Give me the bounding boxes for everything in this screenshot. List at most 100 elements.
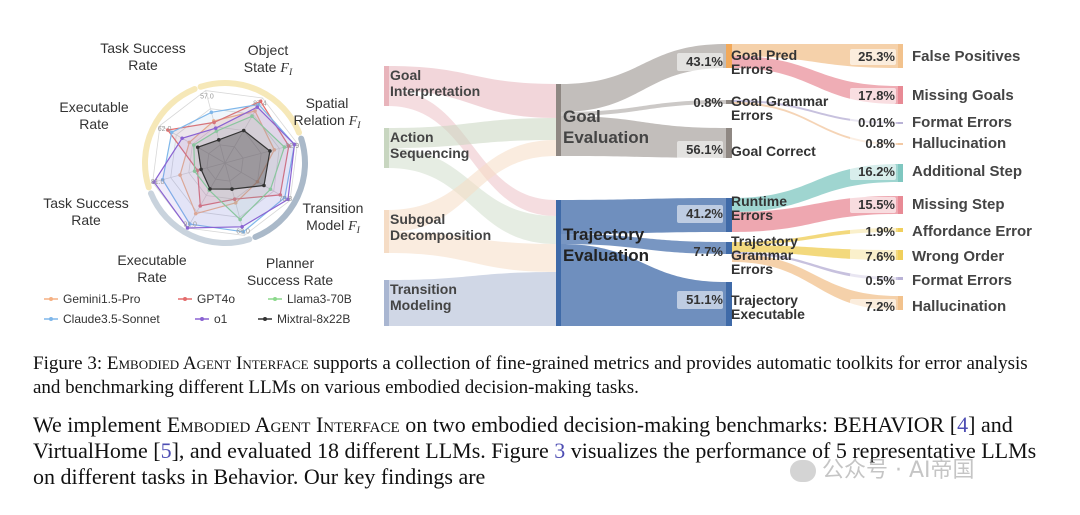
radar-chart: 87.492.970.868.091.081.062.057.0ObjectSt… [43,40,363,288]
sankey-outcome-node [898,122,903,124]
sankey-diagram: GoalInterpretationActionSequencingSubgoa… [384,44,1032,326]
caption-name: Embodied Agent Interface [107,353,309,374]
radar-tick-value: 57.0 [200,94,214,101]
sankey-outcome-label: Missing Goals [912,87,1014,104]
sankey-eval-label: Goal [563,107,601,126]
sankey-outcome-pct: 1.9% [865,224,895,239]
watermark-text: 公众号 · AI帝国 [822,458,975,483]
sankey-category-pct: 0.8% [693,95,723,110]
sankey-outcome-pct: 16.2% [858,164,895,179]
radar-point [214,126,218,130]
sankey-outcome-node [898,277,903,280]
legend-label: o1 [214,312,228,326]
sankey-outcome-pct: 0.01% [858,115,895,130]
legend-label: Gemini1.5-Pro [63,292,141,306]
radar-axis-label: Rate [128,57,158,73]
radar-tick-value: 68.0 [236,228,250,235]
radar-point [230,187,234,191]
radar-axis-label: Success Rate [247,272,334,288]
sankey-outcome-pct: 25.3% [858,49,895,64]
radar-axis-label: Rate [79,116,109,132]
sankey-eval-node [556,200,561,326]
sankey-category-label: Executable [731,306,805,322]
radar-point [262,184,266,188]
watermark: 公众号 · AI帝国 [790,452,975,484]
radar-axis-label: Spatial [306,95,349,111]
sankey-outcome-label: Format Errors [912,114,1012,131]
sankey-source-label: Interpretation [390,83,480,99]
sankey-outcome-label: Wrong Order [912,248,1004,265]
radar-axis-label: Relation FI [293,112,361,131]
radar-point [199,168,203,172]
legend-marker [183,297,187,301]
sankey-category-label: Errors [731,61,773,77]
body-text-2: on two embodied decision-making benchmar… [400,412,957,437]
f-symbol: F [348,114,358,129]
sankey-source-label: Action [390,129,434,145]
legend-marker [49,317,53,321]
sankey-category-pct: 41.2% [686,206,723,221]
radar-axis-label: Object [248,42,289,58]
legend-marker [263,317,267,321]
sankey-source-label: Modeling [390,297,451,313]
sankey-source-node [384,128,389,168]
sankey-outcome-pct: 17.8% [858,88,895,103]
sankey-category-label: Errors [731,261,773,277]
sankey-outcome-node [898,164,903,182]
sankey-outcome-node [898,86,903,104]
sankey-outcome-node [898,228,903,232]
citation-link[interactable]: 5 [161,438,172,463]
radar-legend: Gemini1.5-Pro GPT4o Llama3-70B Claude3.5-So… [44,292,352,326]
radar-axis-label: Rate [137,269,167,285]
radar-tick-value: 81.0 [151,179,165,186]
caption-prefix: Figure 3: [33,353,107,374]
sankey-outcome-pct: 7.6% [865,249,895,264]
radar-point [208,187,212,191]
sankey-eval-label: Trajectory [563,225,645,244]
sankey-outcome-node [898,196,903,214]
sankey-eval-label: Evaluation [563,246,649,265]
sankey-outcome-pct: 15.5% [858,197,895,212]
sankey-outcome-pct: 0.5% [865,273,895,288]
sankey-outcome-label: Format Errors [912,272,1012,289]
radar-point [242,129,246,133]
figure-link[interactable]: 3 [554,438,565,463]
sankey-outcome-node [898,143,903,145]
sankey-category-pct: 7.7% [693,244,723,259]
sankey-eval-label: Evaluation [563,128,649,147]
legend-label: GPT4o [197,292,235,306]
sankey-outcome-label: False Positives [912,48,1020,65]
radar-axis-label: Transition [303,200,364,216]
radar-tick-value: 91.0 [183,221,197,228]
radar-point [217,138,221,142]
body-name: Embodied Agent Interface [167,412,400,437]
legend-marker [49,297,53,301]
sankey-outcome-label: Missing Step [912,196,1005,213]
body-text-4: ], and evaluated 18 different LLMs. Figu… [172,438,555,463]
sankey-outcome-node [898,250,903,260]
sankey-category-label: Goal Correct [731,143,816,159]
sankey-outcome-node [898,44,903,68]
sankey-outcome-pct: 0.8% [865,136,895,151]
citation-link[interactable]: 4 [957,412,968,437]
sankey-outcome-label: Hallucination [912,298,1006,315]
sankey-category-pct: 56.1% [686,142,723,157]
sankey-outcome-pct: 7.2% [865,299,895,314]
wechat-icon [790,460,816,482]
f-symbol: F [279,61,289,76]
radar-axis-label: Executable [59,99,128,115]
f-symbol: F [347,219,357,234]
radar-axis-label: Task Success [100,40,186,56]
legend-marker [273,297,277,301]
radar-tick-value: 62.0 [158,126,172,133]
sankey-source-label: Goal [390,67,421,83]
sankey-outcome-label: Additional Step [912,163,1022,180]
sankey-source-node [384,66,389,106]
sankey-category-pct: 51.1% [686,292,723,307]
radar-point [180,136,184,140]
legend-label: Llama3-70B [287,292,352,306]
sankey-source-label: Sequencing [390,145,469,161]
radar-tick-value: 70.8 [279,196,293,203]
legend-marker [200,317,204,321]
radar-tick-value: 92.9 [286,143,300,150]
